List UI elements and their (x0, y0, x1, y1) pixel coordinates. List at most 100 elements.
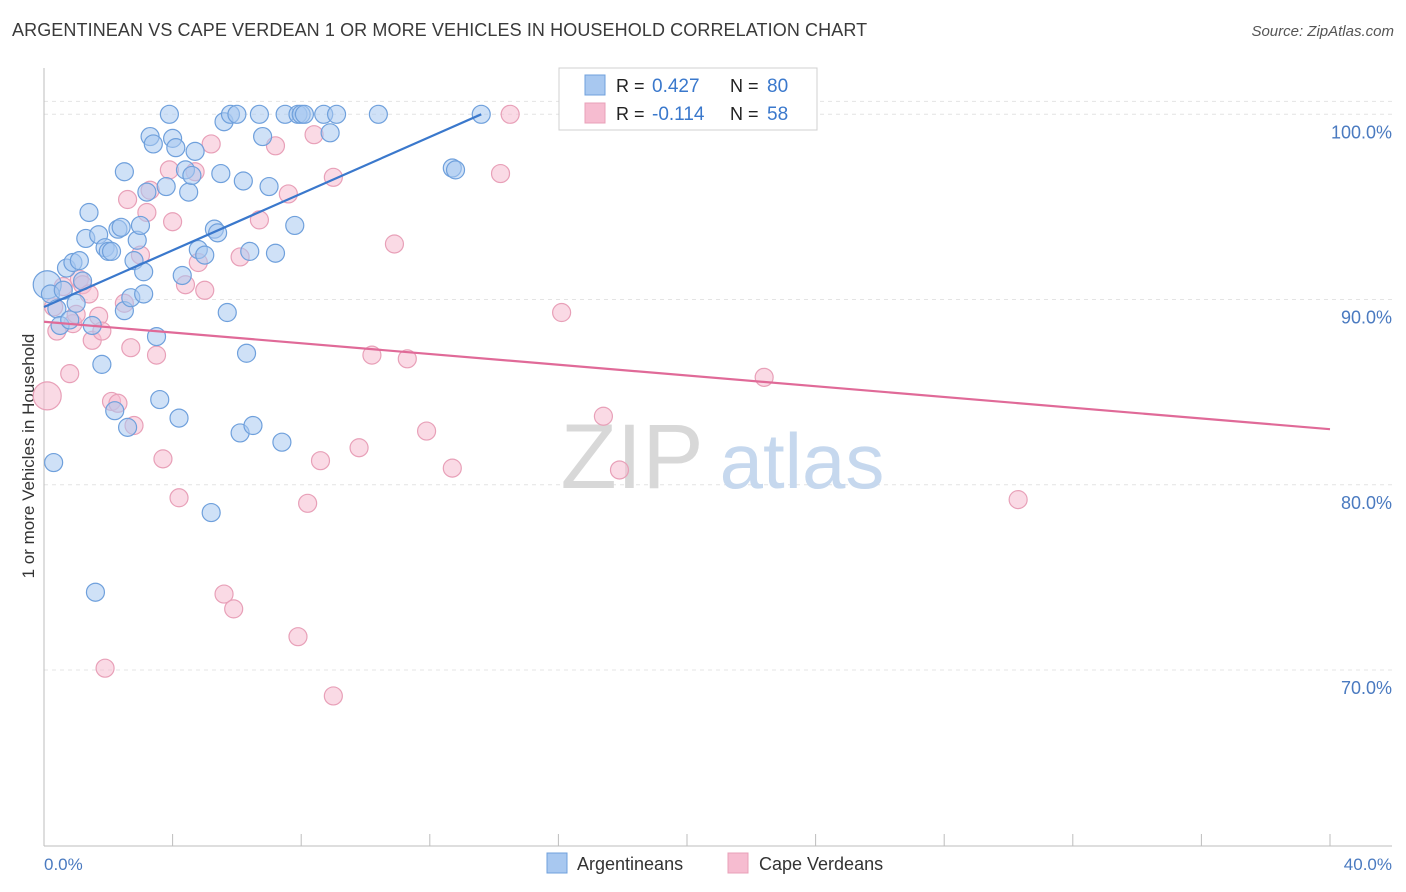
cape-verdeans-point (349, 438, 369, 458)
argentineans-point (445, 160, 466, 180)
y-tick-label: 70.0% (1341, 678, 1392, 698)
argentineans-point (101, 241, 122, 261)
argentineans-point (92, 354, 112, 374)
argentineans-point (240, 241, 260, 261)
argentineans-point (117, 417, 138, 437)
cape-verdeans-point (201, 134, 221, 154)
argentineans-point (265, 243, 286, 263)
argentineans-point (159, 104, 179, 124)
legend-swatch-argentineans (546, 852, 568, 874)
argentineans-point (211, 163, 231, 184)
cape-verdeans-point (416, 421, 437, 441)
argentineans-point (243, 415, 263, 436)
argentineans-point (69, 251, 89, 271)
argentineans-point (249, 104, 270, 124)
y-tick-label: 100.0% (1331, 122, 1392, 142)
argentineans-point (137, 182, 157, 202)
trend-layer (43, 113, 1331, 431)
chart-title: ARGENTINEAN VS CAPE VERDEAN 1 OR MORE VE… (12, 20, 868, 40)
argentineans-point (227, 104, 247, 124)
cape-verdeans-point (163, 212, 183, 232)
argentineans-point (105, 401, 125, 421)
argentineans-point (134, 284, 154, 304)
stats-n-label-1: N = (730, 104, 759, 124)
legend-swatch-cape-verdeans (727, 852, 749, 874)
cape-verdeans-point (1008, 490, 1028, 510)
argentineans-point (253, 126, 273, 147)
cape-verdeans-point (60, 364, 80, 384)
argentineans-point (233, 171, 253, 191)
cape-verdeans-point (552, 302, 572, 323)
cape-verdeans-point (310, 451, 331, 471)
cape-verdeans-point (146, 345, 167, 365)
watermark-atlas: atlas (720, 417, 885, 505)
argentineans-point (169, 408, 189, 428)
stats-legend: R = 0.427 N = 80 R = -0.114 N = 58 (558, 67, 818, 131)
watermark: ZIP atlas (560, 406, 884, 508)
argentineans-point (150, 389, 170, 410)
argentineans-point (156, 176, 176, 197)
argentineans-point (60, 310, 80, 330)
cape-verdeans-point (249, 210, 270, 230)
cape-verdeans-point (288, 627, 308, 647)
cape-verdeans-point (95, 658, 115, 678)
cape-verdeans-point (153, 449, 173, 469)
cape-verdeans-point (117, 189, 138, 210)
cape-verdeans-point (32, 381, 62, 411)
argentineans-trend-line (43, 113, 482, 308)
argentineans-point (285, 215, 305, 236)
argentineans-point (368, 104, 388, 124)
chart-source: Source: ZipAtlas.com (1251, 23, 1394, 40)
series-argentineans-points (32, 104, 491, 602)
x-tick-label-max: 40.0% (1344, 855, 1392, 874)
cape-verdeans-point (224, 599, 244, 619)
argentineans-point (195, 245, 215, 265)
argentineans-point (259, 176, 279, 197)
cape-verdeans-point (214, 584, 234, 604)
stats-r-value-0: 0.427 (652, 76, 700, 97)
stats-swatch-cape-verdeans (584, 102, 606, 124)
stats-n-value-0: 80 (767, 76, 788, 97)
argentineans-point (182, 165, 202, 186)
y-tick-label: 90.0% (1341, 308, 1392, 328)
cape-verdeans-point (384, 234, 405, 254)
cape-verdeans-point (323, 686, 343, 706)
cape-verdeans-point (593, 406, 614, 426)
stats-swatch-argentineans (584, 74, 606, 96)
cape-verdeans-point (397, 349, 417, 369)
y-axis-label: 1 or more Vehicles in Household (19, 334, 38, 579)
argentineans-point (44, 452, 64, 473)
stats-r-label-0: R = (616, 76, 645, 96)
cape-verdeans-point (121, 338, 141, 358)
argentineans-point (166, 138, 186, 158)
y-tick-label: 80.0% (1341, 493, 1392, 513)
cape-verdeans-point (265, 136, 286, 156)
legend-label-argentineans: Argentineans (577, 854, 683, 874)
argentineans-point (143, 134, 163, 154)
x-tick-label-min: 0.0% (44, 855, 83, 874)
axes-layer (43, 68, 1392, 847)
argentineans-point (179, 182, 199, 202)
argentineans-point (201, 502, 221, 523)
argentineans-point (326, 104, 347, 124)
cape-verdeans-point (442, 458, 462, 478)
cape-verdeans-point (609, 460, 630, 480)
argentineans-point (185, 141, 205, 161)
argentineans-point (294, 104, 315, 124)
y-tick-label-layer: 70.0% 80.0% 90.0% 100.0% (1331, 122, 1392, 698)
cape-verdeans-point (159, 160, 179, 180)
argentineans-point (217, 302, 237, 323)
argentineans-point (320, 123, 340, 143)
stats-r-value-1: -0.114 (652, 104, 705, 125)
argentineans-point (236, 343, 257, 363)
legend-label-cape-verdeans: Cape Verdeans (759, 854, 883, 874)
cape-verdeans-point (298, 493, 318, 513)
stats-n-value-1: 58 (767, 104, 788, 125)
argentineans-point (172, 265, 192, 286)
cape-verdeans-point (195, 280, 215, 300)
cape-verdeans-point (754, 367, 774, 387)
cape-verdeans-point (490, 163, 511, 184)
stats-r-label-1: R = (616, 104, 645, 124)
